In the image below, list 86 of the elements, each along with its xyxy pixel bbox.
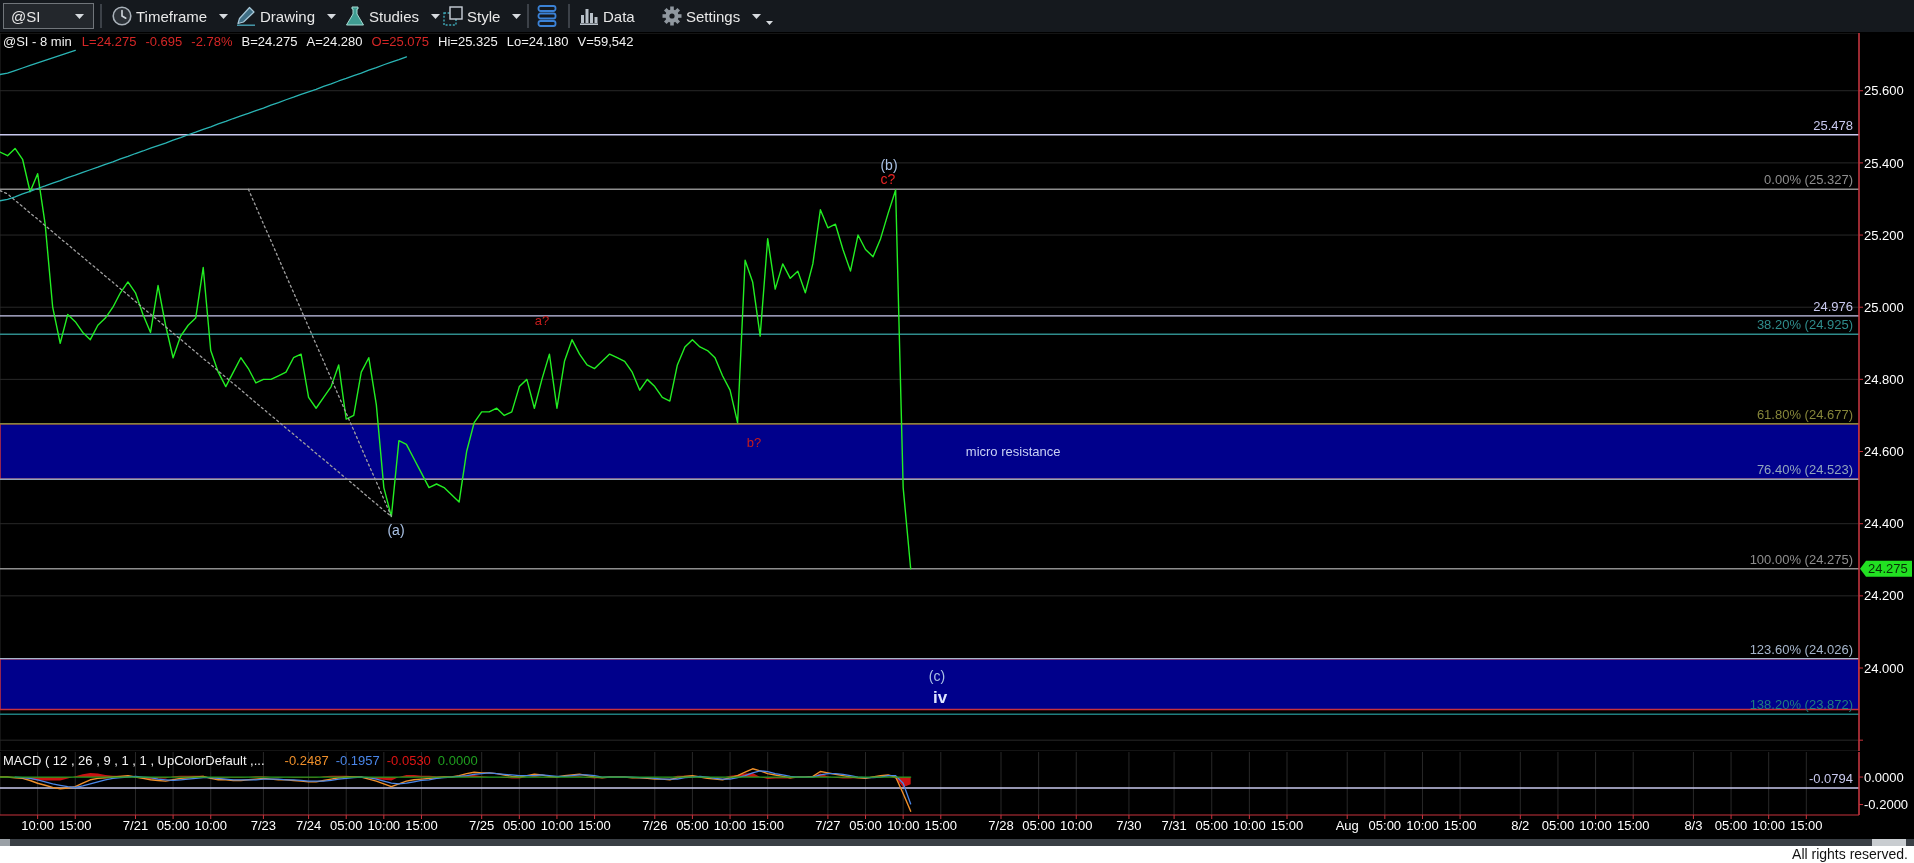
y-tick-label: 24.400 — [1864, 516, 1904, 532]
x-tick-label: 8/3 — [1684, 818, 1703, 834]
ref-line-label: 123.60% (24.026) — [1749, 641, 1853, 657]
x-tick-label: 7/28 — [988, 818, 1014, 834]
ref-line-label: 138.20% (23.872) — [1749, 697, 1853, 713]
x-tick-label: 7/24 — [295, 818, 322, 834]
y-tick-label: 24.000 — [1864, 660, 1904, 676]
x-tick-label: 7/26 — [642, 818, 668, 834]
y-tick-label: 24.600 — [1864, 444, 1904, 460]
x-tick-label: 10:00 — [713, 818, 747, 834]
x-tick-label: 15:00 — [751, 818, 784, 834]
chart-title: @SI - 8 min — [3, 34, 72, 49]
text: Data — [603, 7, 635, 25]
x-tick-label: 05:00 — [329, 818, 363, 834]
x-tick-label: 15:00 — [1443, 818, 1477, 834]
y-tick-label: 24.200 — [1864, 588, 1904, 604]
y-tick-label: 24.800 — [1864, 371, 1904, 387]
x-tick-label: 7/27 — [815, 818, 841, 834]
ref-line-label: 38.20% (24.925) — [1756, 317, 1853, 333]
y-tick-label: 25.000 — [1864, 299, 1904, 315]
ref-line-label: 25.478 — [1813, 117, 1853, 133]
ref-line-label: 61.80% (24.677) — [1756, 406, 1853, 422]
x-tick-label: 15:00 — [578, 818, 611, 834]
ref-line-label: 24.976 — [1813, 298, 1853, 314]
x-tick-label: 10:00 — [540, 818, 574, 834]
annotation: b? — [746, 434, 762, 450]
x-tick-label: 05:00 — [1541, 818, 1575, 834]
x-tick-label: 10:00 — [194, 818, 228, 834]
x-tick-label: Aug — [1335, 818, 1359, 834]
x-tick-label: 10:00 — [1752, 818, 1785, 834]
text: Drawing — [260, 7, 316, 25]
x-tick-label: 05:00 — [1195, 818, 1229, 834]
price-tag: 24.275 — [1860, 560, 1912, 577]
x-tick-label: 7/25 — [469, 818, 495, 834]
annotation: -0.1957 — [335, 753, 380, 768]
text: Settings — [686, 7, 741, 25]
text: Style — [467, 7, 501, 25]
x-tick-label: 10:00 — [1406, 818, 1439, 834]
y-tick-label: -0.2000 — [1864, 797, 1909, 813]
x-tick-label: 15:00 — [1790, 818, 1823, 834]
x-tick-label: 05:00 — [1368, 818, 1402, 834]
x-tick-label: 15:00 — [58, 818, 92, 834]
x-tick-label: 10:00 — [21, 818, 54, 834]
text: Studies — [369, 7, 420, 25]
annotation: a? — [534, 312, 550, 328]
x-tick-label: 7/21 — [122, 818, 149, 834]
x-tick-label: 10:00 — [1579, 818, 1612, 834]
x-tick-label: 8/2 — [1511, 818, 1530, 834]
x-tick-label: 7/30 — [1116, 818, 1142, 834]
x-tick-label: 7/23 — [250, 818, 277, 834]
ref-line-label: -0.0794 — [1808, 770, 1853, 786]
y-tick-label: 25.200 — [1864, 227, 1904, 243]
x-tick-label: 15:00 — [1616, 818, 1650, 834]
annotation: -0.2487 — [284, 753, 329, 768]
y-tick-label: 25.400 — [1864, 155, 1904, 171]
ref-line-label: 100.00% (24.275) — [1749, 551, 1853, 567]
annotation: -0.0530 — [386, 753, 431, 768]
x-tick-label: 7/31 — [1161, 818, 1187, 834]
x-tick-label: 10:00 — [886, 818, 920, 834]
band-label: micro resistance — [965, 444, 1061, 460]
x-tick-label: 10:00 — [1059, 818, 1093, 834]
ref-line-label: 76.40% (24.523) — [1756, 462, 1853, 478]
x-tick-label: 15:00 — [405, 818, 438, 834]
x-tick-label: 10:00 — [367, 818, 401, 834]
x-tick-label: 05:00 — [156, 818, 190, 834]
text: L=24.275 -0.695 -2.78% B=24.275 A=24.280 O=25.075 Hi=25.325 Lo=24.180 V=59,542 — [81, 34, 634, 49]
text: Timeframe — [136, 7, 208, 25]
dropdown: @SI — [3, 3, 94, 29]
x-tick-label: 15:00 — [924, 818, 958, 834]
annotation: iv — [932, 687, 948, 707]
x-tick-label: 05:00 — [676, 818, 709, 834]
x-tick-label: 10:00 — [1233, 818, 1266, 834]
x-tick-label: 15:00 — [1270, 818, 1304, 834]
text: All rights reserved. — [1792, 846, 1908, 862]
chart-title: MACD ( 12 , 26 , 9 , 1 , 1 , UpColorDefault ,... — [3, 753, 265, 768]
x-tick-label: 05:00 — [849, 818, 882, 834]
y-tick-label: 0.0000 — [1864, 769, 1904, 785]
y-tick-label: 25.600 — [1864, 83, 1904, 99]
x-tick-label: 05:00 — [1714, 818, 1748, 834]
x-tick-label: 05:00 — [1022, 818, 1055, 834]
annotation: (b) — [880, 157, 898, 173]
ref-line-label: 0.00% (25.327) — [1764, 172, 1853, 188]
annotation: (c) — [928, 668, 946, 684]
x-tick-label: 05:00 — [503, 818, 536, 834]
annotation: 0.0000 — [437, 753, 478, 768]
annotation: (a) — [387, 522, 405, 538]
